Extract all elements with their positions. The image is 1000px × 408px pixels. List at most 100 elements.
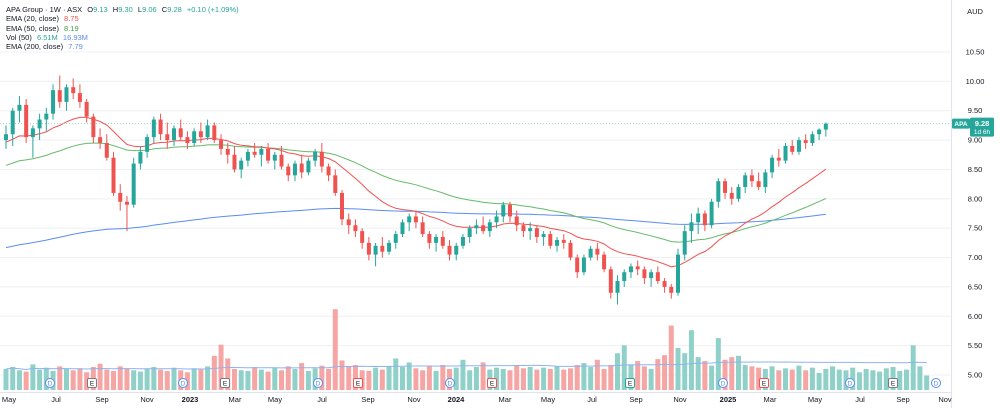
chart-legend: APA Group · 1W · ASX O9.13 H9.30 L9.06 C… [6,5,239,51]
earnings-marker[interactable]: E [353,378,363,388]
candle-body [400,222,405,235]
volume-bar [211,355,217,390]
candle-body [642,269,647,279]
candle [440,231,445,249]
candle [776,148,781,167]
candle [111,151,116,196]
candle [104,134,109,161]
volume-bar [23,371,29,390]
candle-body [64,87,69,102]
candle-body [333,175,338,193]
volume-bar [480,362,486,390]
candle [434,234,439,252]
dividend-marker[interactable]: D [718,378,728,388]
time-tick: 2023 [182,395,199,404]
candle [272,151,277,170]
candle-body [716,181,721,202]
candle [494,210,499,229]
candle [716,178,721,208]
candle-body [51,90,56,114]
earnings-marker[interactable]: E [487,378,497,388]
candle-body [259,148,264,155]
time-axis[interactable]: May Jul Sep Nov 2023 Mar May Jul Sep Nov 2024 Mar Ma… [2,395,952,404]
earnings-marker[interactable]: E [220,378,230,388]
volume-bar [117,366,123,390]
volume-bar [668,325,674,390]
volume-bar [453,367,459,390]
candle-body [541,234,546,237]
volume-bar [420,370,426,390]
time-tick: 2024 [448,395,466,404]
volume-bar [171,367,177,390]
volume-bar [870,370,876,390]
candle [649,269,654,287]
candle-body [98,137,103,144]
candle-body [602,254,607,270]
legend-ema200-label: EMA (200, close) [6,42,64,52]
candle-body [413,216,418,223]
price-axis[interactable]: AUD 10.50 10.00 9.50 9.00 8.50 8.00 7.50 7.00 6.… [966,7,985,380]
volume-bar [191,368,197,390]
marker-label: D [848,381,853,388]
earnings-marker[interactable]: E [888,378,898,388]
candle [286,163,291,182]
candle [131,157,136,208]
volume-bar [399,367,405,390]
earnings-marker[interactable]: E [625,378,635,388]
dividend-marker[interactable]: D [45,378,55,388]
volume-bar [534,369,540,390]
candle [487,219,492,237]
volume-bar [3,368,9,390]
volume-bar [352,365,358,390]
candle-body [474,225,479,229]
candle [118,184,123,211]
dividend-marker[interactable]: D [178,378,188,388]
candle-body [689,222,694,232]
candle-body [279,154,284,167]
time-tick: Jul [855,395,865,404]
dividend-marker[interactable]: D [845,378,855,388]
candle [138,145,143,170]
candle [736,184,741,202]
candle [575,254,580,279]
earnings-marker[interactable]: E [87,378,97,388]
volume-bar [433,370,439,390]
candle-body [696,213,701,223]
volume-bar [695,357,701,390]
candle [723,178,728,199]
earnings-marker[interactable]: E [759,378,769,388]
volume-bar [406,362,412,390]
volume-bar [158,369,164,390]
volume-bar [413,368,419,390]
dividend-marker[interactable]: D [445,378,455,388]
candle-body [635,266,640,270]
volume-bar [588,367,594,390]
candle [252,143,257,158]
dividend-marker[interactable]: D [313,378,323,388]
candle [165,122,170,149]
candle [366,236,371,261]
candle-body [440,236,445,246]
volume-bar [265,371,271,390]
volume-bar [722,359,728,390]
legend-volume-row: Vol (50) 6.51M 16.93M [6,33,239,42]
volume-bar [789,369,795,390]
dividend-marker[interactable]: D [931,378,941,388]
candle-body [508,204,512,217]
candle-body [548,234,553,246]
candle [232,145,237,173]
candle [360,228,365,249]
candle-body [272,154,277,161]
candle [655,266,660,284]
candle-body [77,93,82,102]
candle [84,98,89,123]
volume-bar [688,330,694,390]
candle [662,278,667,293]
candle [508,201,512,223]
candle-body [185,137,190,144]
volume-bar [332,309,338,390]
candle-body [91,116,96,138]
candle [427,231,432,249]
